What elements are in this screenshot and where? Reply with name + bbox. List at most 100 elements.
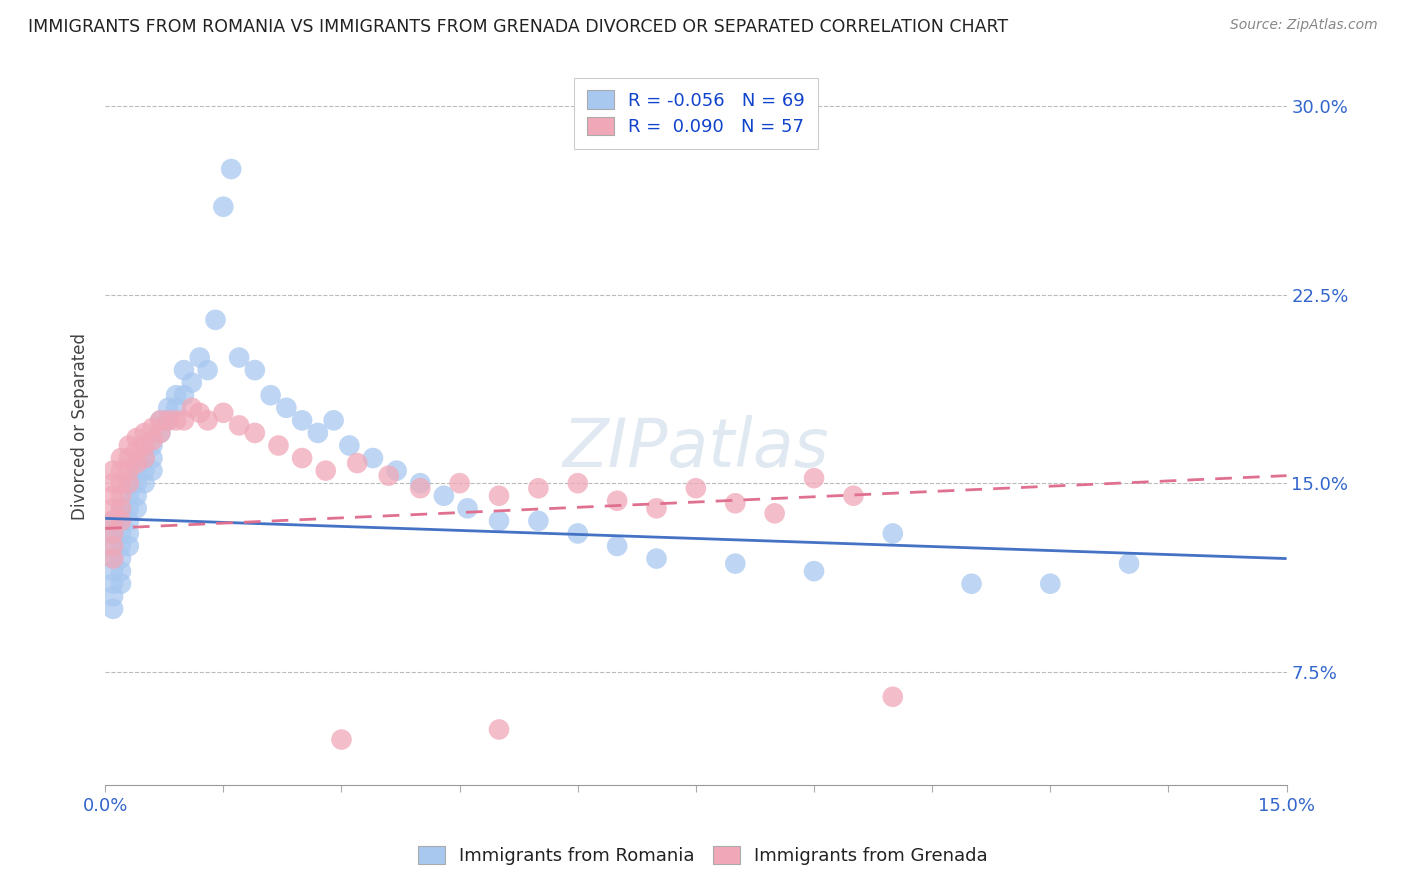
Text: IMMIGRANTS FROM ROMANIA VS IMMIGRANTS FROM GRENADA DIVORCED OR SEPARATED CORRELA: IMMIGRANTS FROM ROMANIA VS IMMIGRANTS FR… bbox=[28, 18, 1008, 36]
Point bbox=[1039, 576, 1062, 591]
Point bbox=[606, 493, 628, 508]
Y-axis label: Divorced or Separated: Divorced or Separated bbox=[72, 333, 89, 520]
Point bbox=[101, 576, 124, 591]
Point bbox=[110, 501, 132, 516]
Point bbox=[606, 539, 628, 553]
Point bbox=[180, 401, 202, 415]
Point bbox=[457, 501, 479, 516]
Point bbox=[141, 438, 163, 452]
Point bbox=[763, 506, 786, 520]
Point bbox=[157, 413, 180, 427]
Point bbox=[125, 489, 148, 503]
Point bbox=[118, 489, 141, 503]
Point bbox=[101, 514, 124, 528]
Point bbox=[101, 539, 124, 553]
Point bbox=[645, 551, 668, 566]
Legend: R = -0.056   N = 69, R =  0.090   N = 57: R = -0.056 N = 69, R = 0.090 N = 57 bbox=[574, 78, 818, 149]
Point bbox=[337, 438, 360, 452]
Point bbox=[197, 363, 219, 377]
Point bbox=[110, 514, 132, 528]
Point bbox=[803, 564, 825, 578]
Legend: Immigrants from Romania, Immigrants from Grenada: Immigrants from Romania, Immigrants from… bbox=[409, 837, 997, 874]
Point bbox=[110, 464, 132, 478]
Point bbox=[567, 526, 589, 541]
Point bbox=[134, 451, 156, 466]
Point bbox=[219, 162, 242, 177]
Point bbox=[204, 313, 226, 327]
Point bbox=[101, 526, 124, 541]
Point bbox=[527, 481, 550, 495]
Point bbox=[118, 476, 141, 491]
Point bbox=[110, 514, 132, 528]
Point bbox=[101, 551, 124, 566]
Point bbox=[267, 438, 290, 452]
Point bbox=[291, 451, 314, 466]
Point bbox=[173, 388, 195, 402]
Point bbox=[101, 476, 124, 491]
Point bbox=[882, 526, 904, 541]
Point bbox=[149, 413, 172, 427]
Point bbox=[101, 526, 124, 541]
Point bbox=[110, 564, 132, 578]
Point bbox=[118, 476, 141, 491]
Point bbox=[101, 489, 124, 503]
Point bbox=[165, 413, 187, 427]
Point bbox=[291, 413, 314, 427]
Point bbox=[882, 690, 904, 704]
Point bbox=[110, 551, 132, 566]
Point bbox=[724, 557, 747, 571]
Point bbox=[488, 723, 510, 737]
Point bbox=[110, 576, 132, 591]
Point bbox=[118, 438, 141, 452]
Point bbox=[125, 501, 148, 516]
Point bbox=[180, 376, 202, 390]
Point bbox=[118, 526, 141, 541]
Point bbox=[567, 476, 589, 491]
Point bbox=[118, 539, 141, 553]
Point bbox=[842, 489, 865, 503]
Point bbox=[101, 564, 124, 578]
Point bbox=[212, 406, 235, 420]
Point bbox=[149, 425, 172, 440]
Point bbox=[118, 451, 141, 466]
Point bbox=[409, 481, 432, 495]
Point bbox=[449, 476, 471, 491]
Point bbox=[134, 451, 156, 466]
Point bbox=[157, 401, 180, 415]
Point bbox=[141, 451, 163, 466]
Point bbox=[488, 489, 510, 503]
Point bbox=[149, 413, 172, 427]
Point bbox=[125, 476, 148, 491]
Point bbox=[110, 476, 132, 491]
Point bbox=[101, 539, 124, 553]
Point bbox=[125, 464, 148, 478]
Point bbox=[118, 514, 141, 528]
Point bbox=[645, 501, 668, 516]
Point bbox=[803, 471, 825, 485]
Point bbox=[724, 496, 747, 510]
Point bbox=[346, 456, 368, 470]
Point bbox=[960, 576, 983, 591]
Point bbox=[385, 464, 408, 478]
Point bbox=[110, 501, 132, 516]
Point bbox=[134, 425, 156, 440]
Point bbox=[276, 401, 298, 415]
Point bbox=[165, 401, 187, 415]
Point bbox=[101, 514, 124, 528]
Text: Source: ZipAtlas.com: Source: ZipAtlas.com bbox=[1230, 18, 1378, 32]
Point bbox=[197, 413, 219, 427]
Point bbox=[259, 388, 281, 402]
Text: ZIPatlas: ZIPatlas bbox=[562, 415, 830, 481]
Point bbox=[157, 413, 180, 427]
Point bbox=[101, 589, 124, 603]
Point bbox=[315, 464, 337, 478]
Point bbox=[228, 418, 250, 433]
Point bbox=[101, 551, 124, 566]
Point bbox=[110, 526, 132, 541]
Point bbox=[361, 451, 384, 466]
Point bbox=[243, 363, 266, 377]
Point bbox=[409, 476, 432, 491]
Point bbox=[527, 514, 550, 528]
Point bbox=[134, 476, 156, 491]
Point bbox=[134, 464, 156, 478]
